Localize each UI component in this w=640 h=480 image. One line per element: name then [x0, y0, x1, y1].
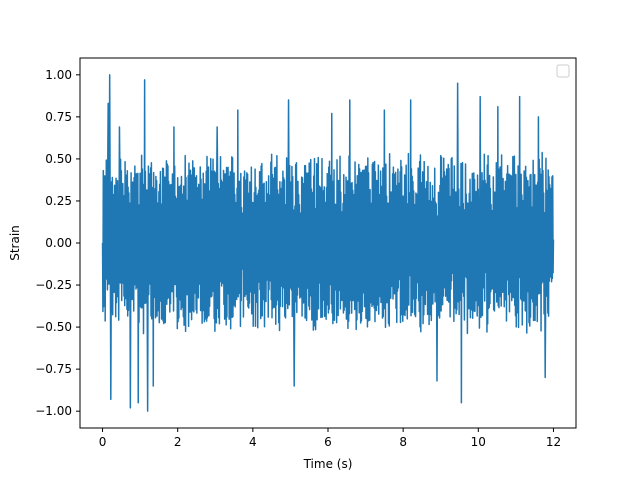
x-axis-ticks: 0 2 4 6 8 10 12 [99, 428, 561, 449]
legend-box [556, 64, 570, 78]
x-tick-label: 0 [99, 435, 107, 449]
y-tick-label: 1.00 [45, 68, 72, 82]
y-tick-label: 0.25 [45, 194, 72, 208]
plot-area [101, 74, 555, 412]
y-tick-label: −0.50 [35, 320, 72, 334]
x-tick-label: 10 [471, 435, 486, 449]
y-tick-label: −1.00 [35, 404, 72, 418]
y-tick-label: 0.75 [45, 110, 72, 124]
y-tick-label: −0.75 [35, 362, 72, 376]
x-tick-label: 2 [174, 435, 182, 449]
y-axis-ticks: −1.00 −0.75 −0.50 −0.25 0.00 0.25 0.50 0.75 1.00 [35, 68, 80, 418]
x-tick-label: 8 [399, 435, 407, 449]
strain-series-line [101, 74, 555, 412]
y-tick-label: −0.25 [35, 278, 72, 292]
x-tick-label: 4 [249, 435, 257, 449]
y-axis-label: Strain [8, 225, 22, 261]
x-axis-label: Time (s) [303, 457, 353, 471]
x-tick-label: 6 [324, 435, 332, 449]
y-tick-label: 0.00 [45, 236, 72, 250]
x-tick-label: 12 [546, 435, 561, 449]
y-tick-label: 0.50 [45, 152, 72, 166]
